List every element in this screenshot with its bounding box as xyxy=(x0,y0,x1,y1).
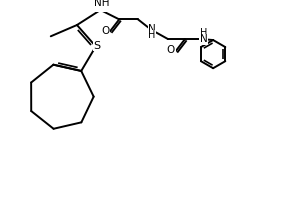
Text: O: O xyxy=(167,45,175,55)
Text: N: N xyxy=(200,34,208,44)
Text: NH: NH xyxy=(94,0,109,8)
Text: H: H xyxy=(200,28,207,38)
Text: O: O xyxy=(101,26,109,36)
Text: N: N xyxy=(148,24,156,34)
Text: H: H xyxy=(148,30,156,40)
Text: S: S xyxy=(93,41,100,51)
